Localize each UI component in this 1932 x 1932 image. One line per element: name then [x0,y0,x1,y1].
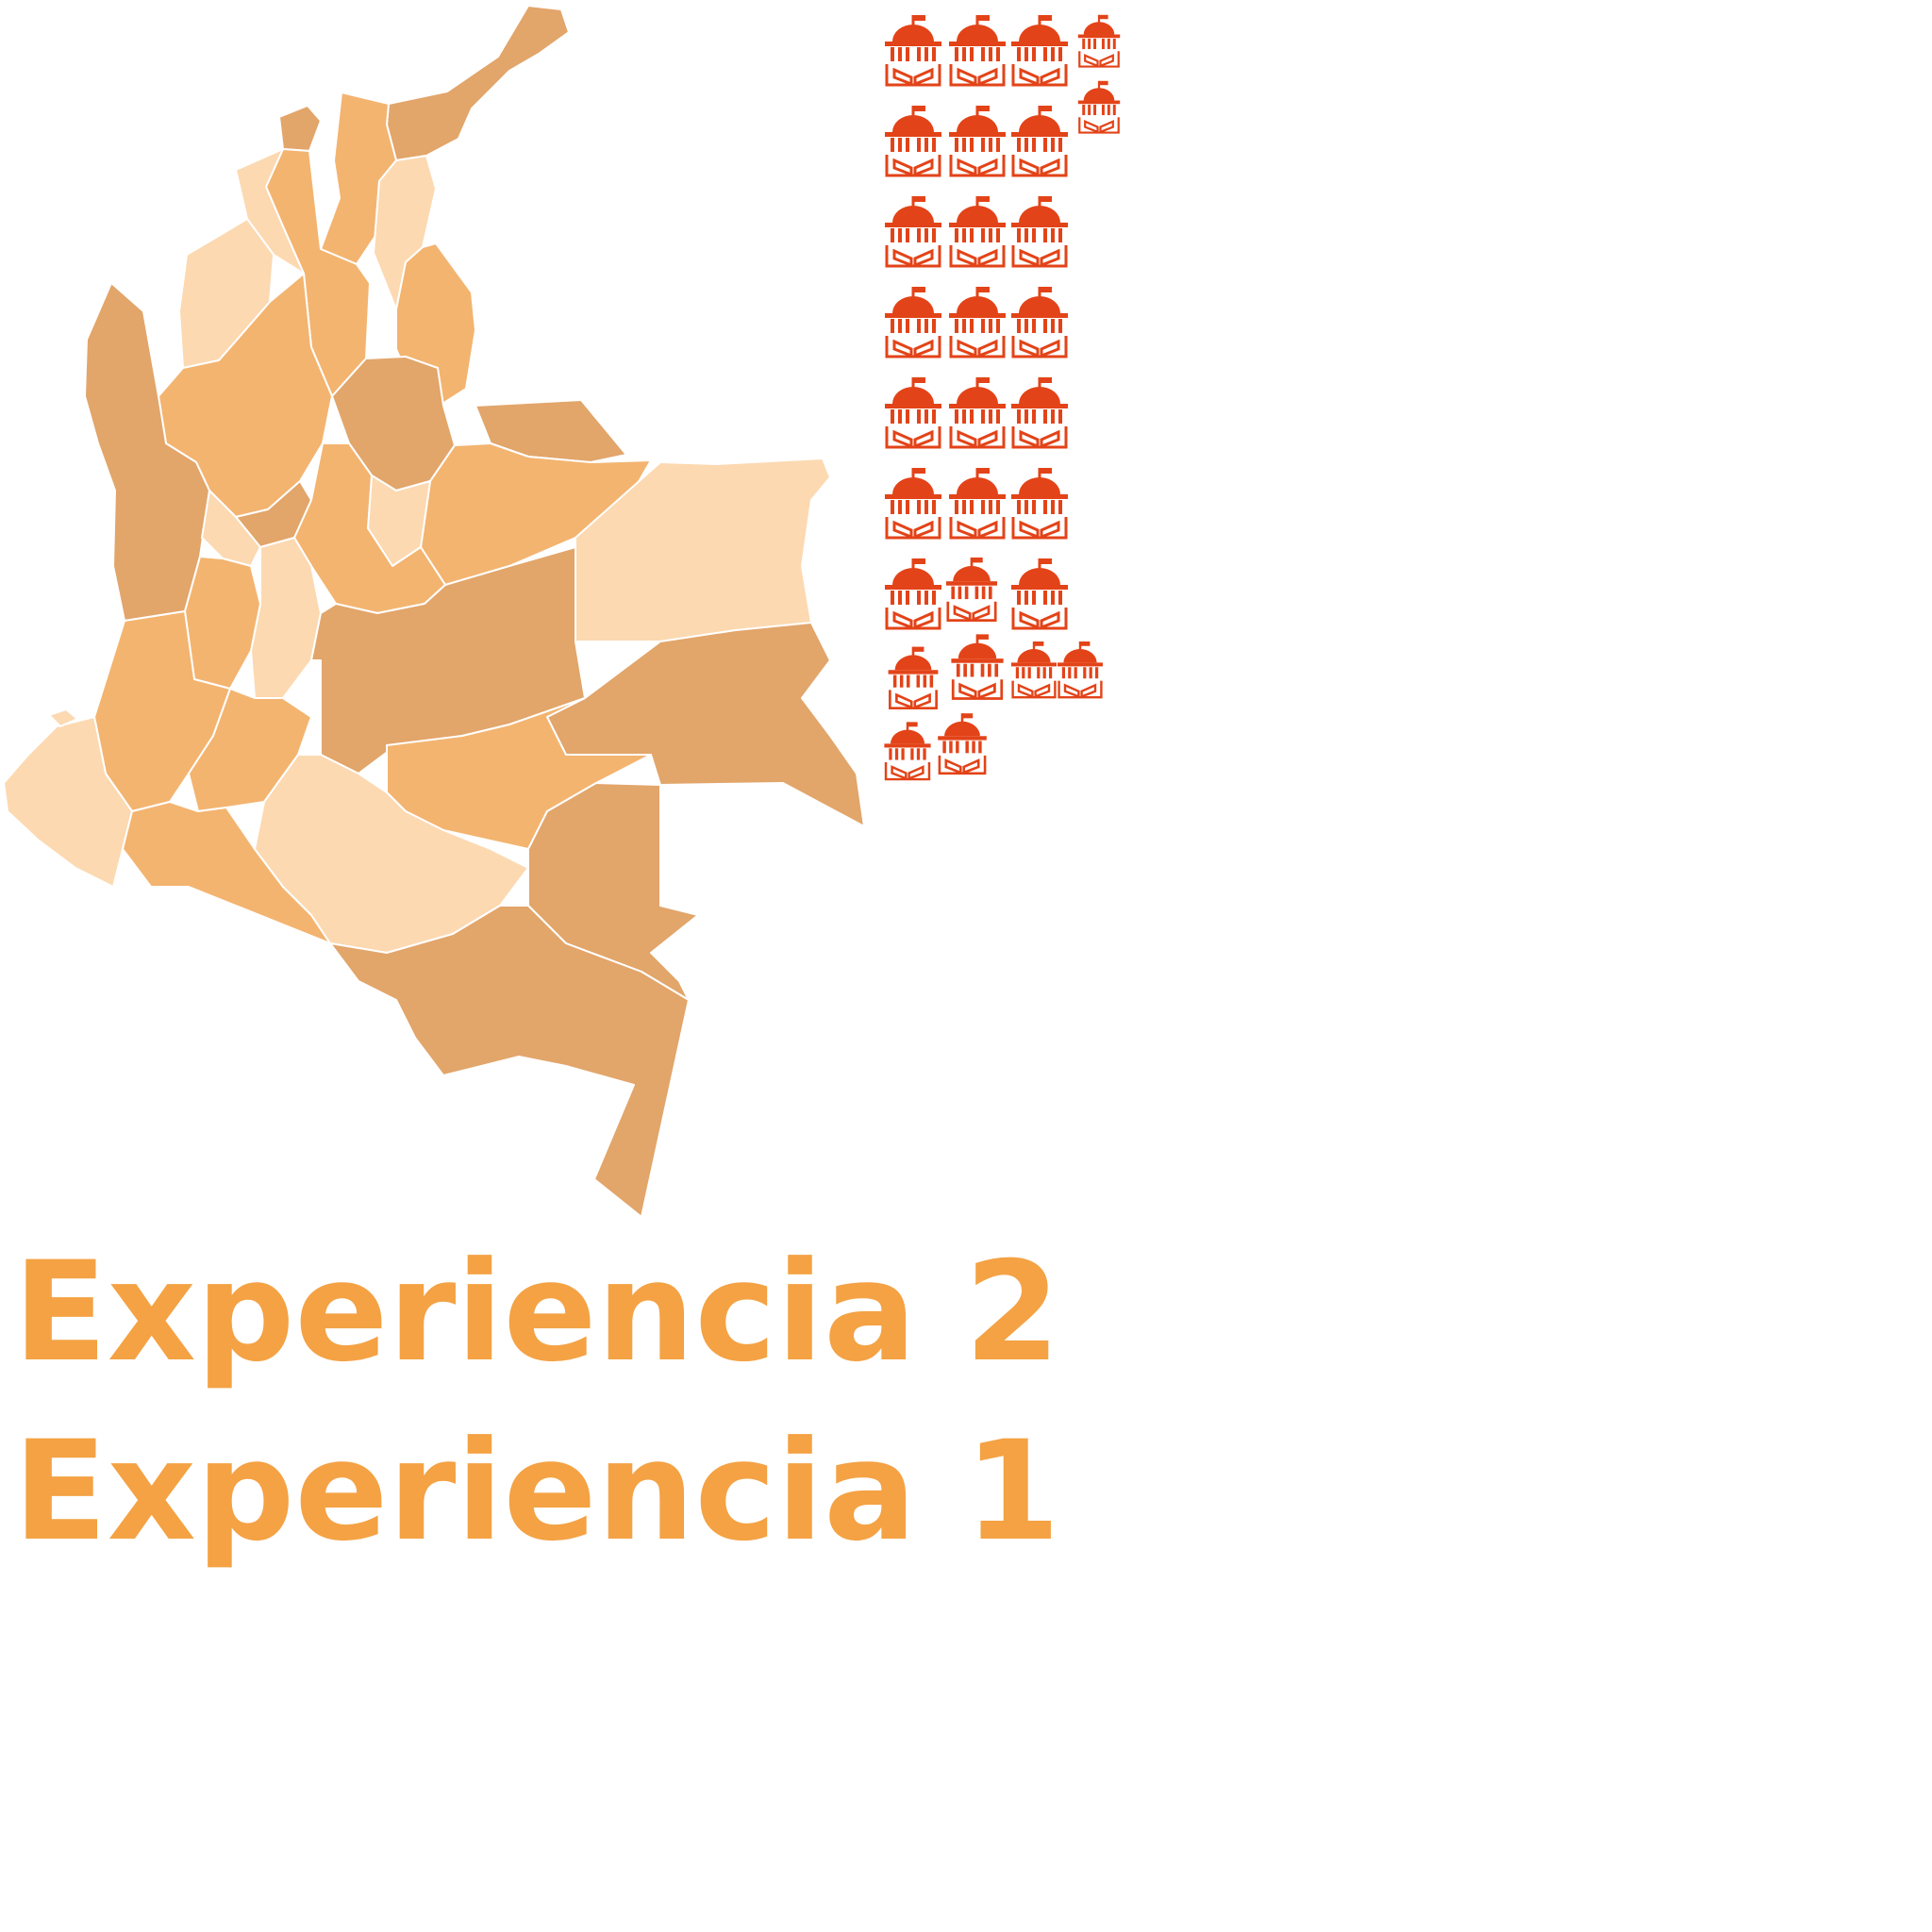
school-building-icon [883,194,943,268]
region-la-guajira [386,5,570,161]
school-building-icon [883,13,943,87]
school-building-icon [950,633,1005,700]
school-building-icon [1009,557,1070,630]
region-atlantico [278,105,322,152]
region-amazonas [329,905,690,1218]
school-building-icon [947,466,1008,540]
region-vichada [575,458,831,642]
school-building-icon [947,285,1008,358]
school-building-icon [1009,104,1070,177]
school-building-icon [883,721,932,781]
school-building-icon [947,13,1008,87]
heading-experience-2: Experiencia 2 [13,1232,1060,1392]
school-building-icon [883,375,943,449]
school-building-icon [887,645,940,710]
school-building-icon [936,711,989,775]
heading-experience-1: Experiencia 1 [13,1411,1060,1572]
school-building-icon [883,466,943,540]
school-building-icon [1009,640,1058,699]
school-building-icon [1009,466,1070,540]
school-building-icon [1076,79,1122,134]
school-building-icon [1076,13,1122,68]
region-cundinamarca [293,442,446,614]
school-building-icon [883,557,943,630]
school-building-icon [1056,640,1105,699]
school-building-icon [1009,285,1070,358]
school-building-icon [1009,375,1070,449]
school-building-icon [947,194,1008,268]
school-building-icon [883,104,943,177]
school-building-icon [1009,194,1070,268]
school-building-icon [1009,13,1070,87]
school-building-icon [883,285,943,358]
region-coastal-detail [48,708,78,727]
region-valle-del-cauca [184,556,261,690]
school-building-icon [944,556,999,622]
school-building-icon [947,375,1008,449]
school-building-icon [947,104,1008,177]
